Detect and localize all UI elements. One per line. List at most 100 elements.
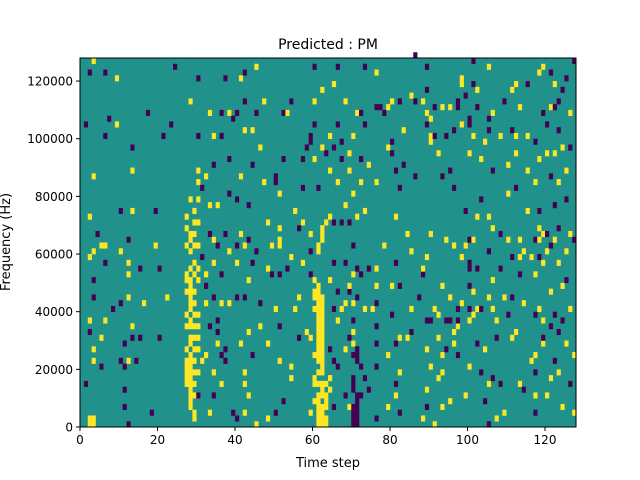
heatmap-cell bbox=[541, 109, 546, 116]
heatmap-cell bbox=[393, 340, 399, 347]
heatmap-cell bbox=[320, 363, 325, 370]
heatmap-cell bbox=[184, 375, 189, 382]
heatmap-cell bbox=[486, 380, 492, 387]
heatmap-cell bbox=[316, 288, 321, 295]
heatmap-cell bbox=[320, 386, 325, 393]
heatmap-cell bbox=[285, 109, 290, 116]
heatmap-cell bbox=[188, 357, 193, 364]
heatmap-cell bbox=[192, 415, 197, 422]
heatmap-cell bbox=[413, 173, 418, 180]
heatmap-cell bbox=[300, 156, 306, 163]
heatmap-cell bbox=[126, 357, 131, 364]
heatmap-cell bbox=[514, 184, 519, 191]
heatmap-cell bbox=[242, 294, 247, 301]
heatmap-cell bbox=[196, 346, 201, 353]
heatmap-cell bbox=[238, 340, 244, 347]
heatmap-cell bbox=[328, 375, 333, 382]
heatmap-cell bbox=[300, 259, 306, 266]
heatmap-cell bbox=[273, 179, 278, 186]
heatmap-cell bbox=[335, 288, 340, 295]
heatmap-cell bbox=[331, 357, 337, 364]
heatmap-cell bbox=[424, 86, 430, 93]
heatmap-cell bbox=[339, 219, 344, 226]
heatmap-cell bbox=[254, 421, 259, 428]
heatmap-cell bbox=[502, 294, 507, 301]
heatmap-cell bbox=[351, 340, 356, 347]
heatmap-cell bbox=[242, 127, 247, 134]
heatmap-cell bbox=[545, 248, 550, 255]
heatmap-cell bbox=[351, 409, 356, 416]
heatmap-cell bbox=[448, 167, 453, 174]
heatmap-cell bbox=[467, 115, 472, 122]
heatmap-cell bbox=[87, 317, 92, 324]
heatmap-cell bbox=[355, 409, 360, 416]
heatmap-cell bbox=[258, 323, 263, 330]
heatmap-cell bbox=[196, 219, 201, 226]
heatmap-cell bbox=[211, 369, 216, 376]
heatmap-cell bbox=[258, 144, 263, 151]
heatmap-cell bbox=[111, 305, 116, 312]
heatmap-cell bbox=[486, 127, 492, 134]
heatmap-cell bbox=[188, 236, 193, 243]
heatmap-cell bbox=[235, 294, 240, 301]
heatmap-cell bbox=[572, 352, 577, 359]
heatmap-cell bbox=[335, 63, 340, 70]
heatmap-cell bbox=[355, 346, 360, 353]
heatmap-cell bbox=[246, 392, 251, 399]
heatmap-cell bbox=[409, 305, 414, 312]
heatmap-cell bbox=[424, 386, 430, 393]
heatmap-cell bbox=[440, 104, 445, 111]
heatmap-cell bbox=[328, 167, 333, 174]
heatmap-cell bbox=[355, 352, 360, 359]
heatmap-cell bbox=[153, 207, 158, 214]
heatmap-cell bbox=[428, 363, 433, 370]
heatmap-cell bbox=[91, 173, 96, 180]
heatmap-cell bbox=[343, 346, 348, 353]
heatmap-cell bbox=[560, 282, 565, 289]
heatmap-cell bbox=[533, 138, 538, 145]
heatmap-cell bbox=[246, 277, 251, 284]
heatmap-cell bbox=[552, 104, 557, 111]
heatmap-cell bbox=[355, 213, 360, 220]
heatmap-cell bbox=[514, 150, 519, 157]
heatmap-cell bbox=[393, 392, 399, 399]
heatmap-cell bbox=[184, 225, 189, 232]
heatmap-cell bbox=[320, 380, 325, 387]
heatmap-cell bbox=[490, 375, 495, 382]
heatmap-cell bbox=[138, 265, 143, 272]
heatmap-cell bbox=[219, 380, 224, 387]
heatmap-cell bbox=[192, 271, 197, 278]
heatmap-cell bbox=[537, 254, 542, 261]
heatmap-cell bbox=[436, 150, 441, 157]
heatmap-cell bbox=[87, 254, 92, 261]
heatmap-cell bbox=[486, 115, 492, 122]
heatmap-cell bbox=[215, 242, 220, 249]
heatmap-cell bbox=[316, 317, 321, 324]
heatmap-background bbox=[80, 58, 576, 427]
heatmap-cell bbox=[483, 138, 488, 145]
heatmap-cell bbox=[436, 334, 441, 341]
heatmap-cell bbox=[533, 236, 538, 243]
heatmap-cell bbox=[397, 184, 402, 191]
heatmap-cell bbox=[157, 334, 162, 341]
heatmap-cell bbox=[207, 202, 213, 209]
heatmap-cell bbox=[455, 305, 461, 312]
heatmap-cell bbox=[250, 127, 255, 134]
heatmap-cell bbox=[382, 109, 387, 116]
heatmap-cell bbox=[459, 254, 464, 261]
heatmap-cell bbox=[114, 75, 120, 82]
heatmap-cell bbox=[308, 271, 313, 278]
heatmap-cell bbox=[118, 207, 123, 214]
heatmap-cell bbox=[184, 346, 189, 353]
heatmap-cell bbox=[390, 150, 395, 157]
heatmap-cell bbox=[424, 317, 430, 324]
heatmap-cell bbox=[192, 380, 197, 387]
heatmap-cell bbox=[320, 317, 325, 324]
heatmap-cell bbox=[452, 184, 457, 191]
heatmap-cell bbox=[87, 213, 92, 220]
heatmap-cell bbox=[223, 230, 228, 238]
heatmap-cell bbox=[393, 213, 399, 220]
heatmap-cell bbox=[471, 288, 476, 295]
heatmap-cell bbox=[424, 346, 430, 353]
